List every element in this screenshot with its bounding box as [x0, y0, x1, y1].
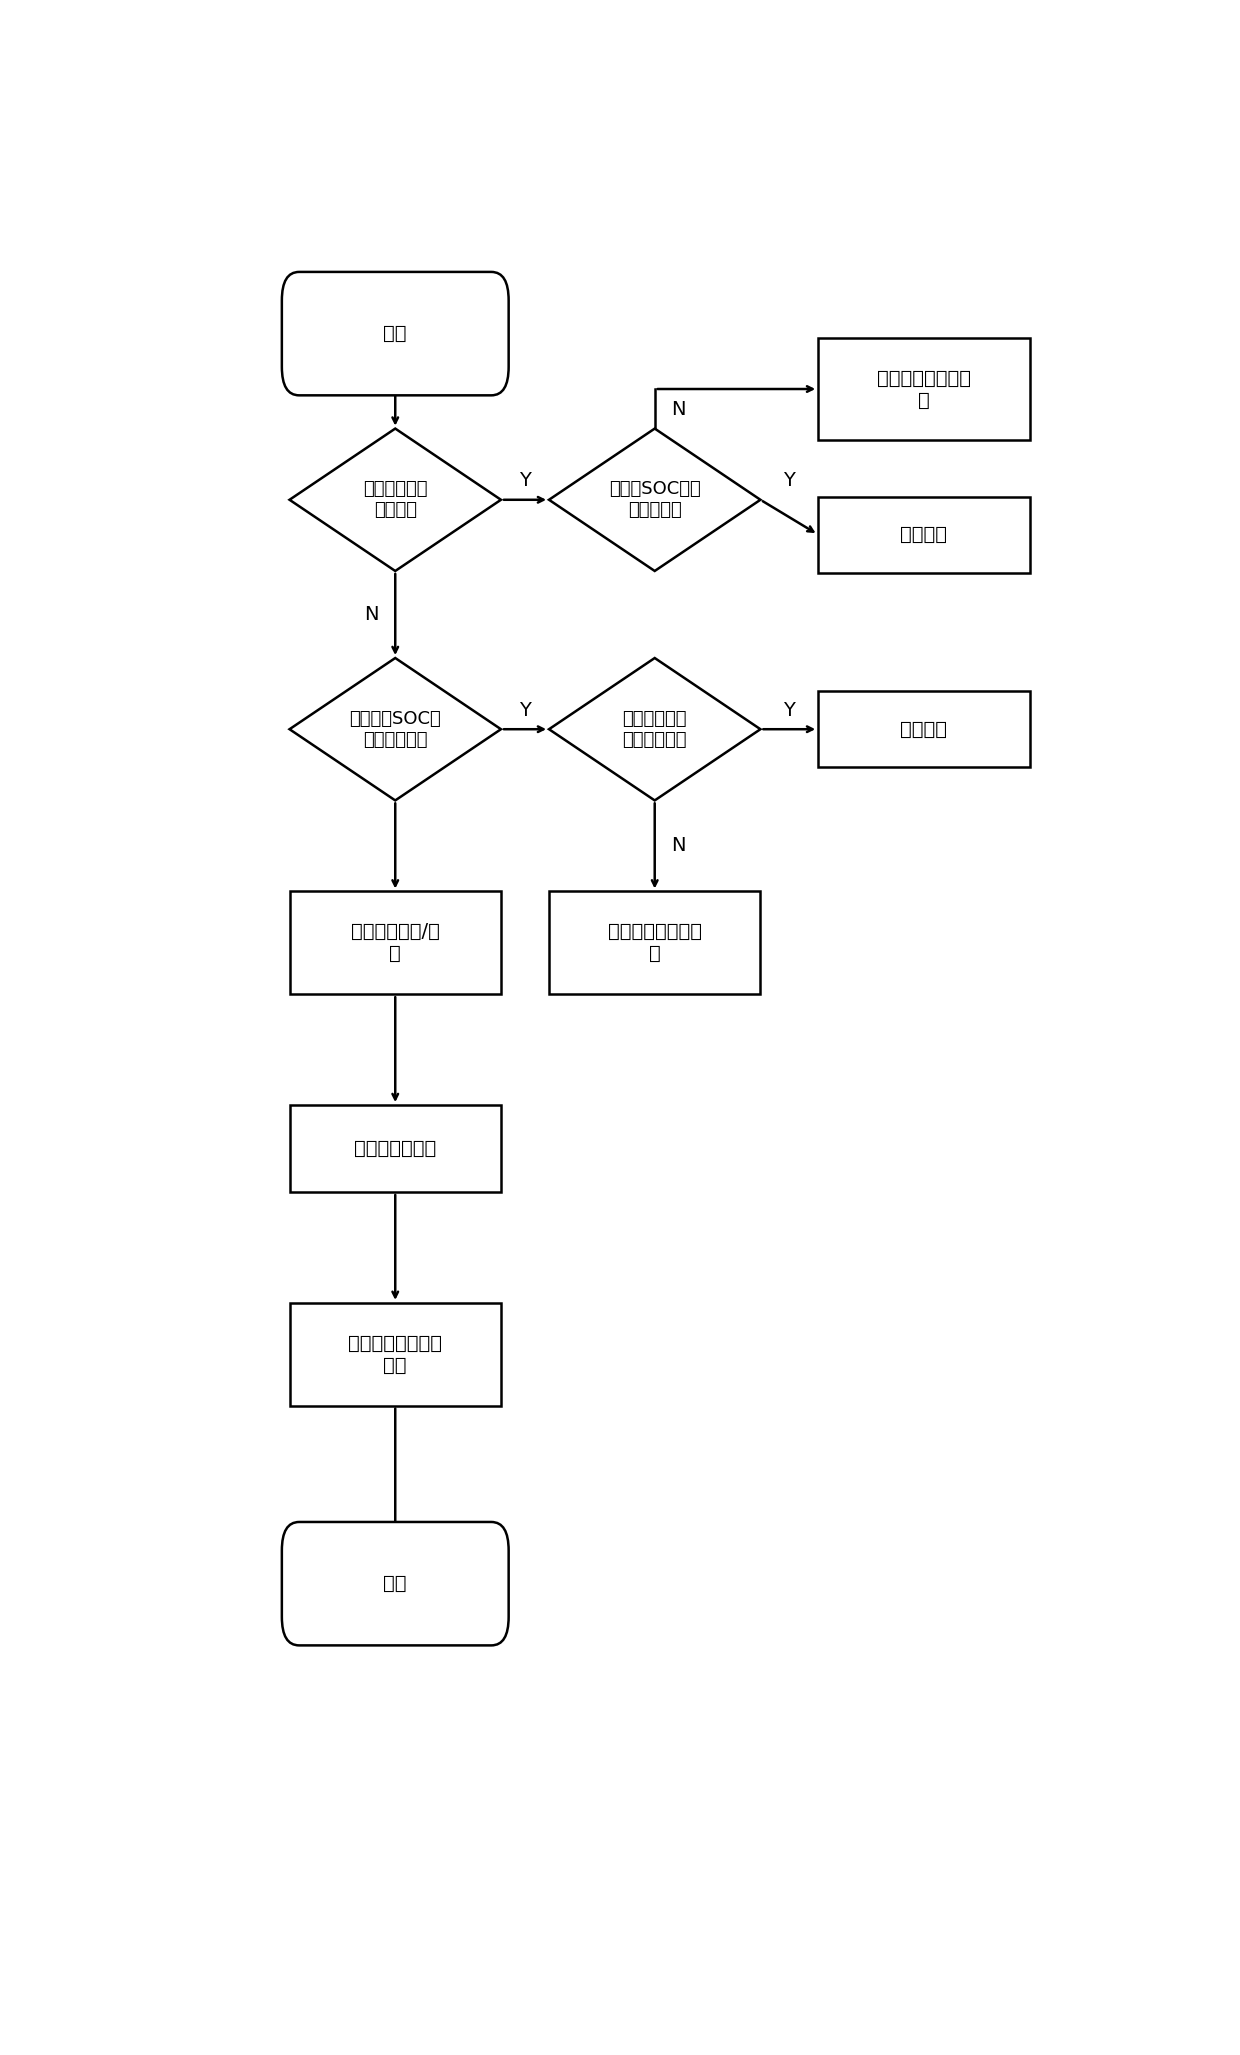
- Text: 锂电池SOC是否
超出预设值: 锂电池SOC是否 超出预设值: [609, 481, 701, 520]
- Bar: [818, 337, 1029, 440]
- Polygon shape: [290, 429, 501, 571]
- FancyBboxPatch shape: [281, 1523, 508, 1646]
- Text: 锂电池承担调频任
务: 锂电池承担调频任 务: [608, 923, 702, 964]
- Text: N: N: [672, 401, 686, 419]
- Polygon shape: [549, 429, 760, 571]
- Bar: [818, 690, 1029, 767]
- Text: 锂电池承担调频任
务: 锂电池承担调频任 务: [877, 368, 971, 409]
- Text: Y: Y: [784, 471, 795, 491]
- Bar: [290, 892, 501, 995]
- Text: 超级电容平滑出力
波动: 超级电容平滑出力 波动: [348, 1334, 443, 1375]
- Text: N: N: [365, 604, 378, 625]
- Text: 超级电容SOC是
否超出预设值: 超级电容SOC是 否超出预设值: [350, 709, 441, 748]
- Text: 超级电容放电/充
电: 超级电容放电/充 电: [351, 923, 440, 964]
- Bar: [549, 892, 760, 995]
- Bar: [290, 1106, 501, 1192]
- Text: 锂电池配合出力: 锂电池配合出力: [355, 1138, 436, 1159]
- Text: 锂离子电池是
否超出预设值: 锂离子电池是 否超出预设值: [622, 709, 687, 748]
- Text: 放弃指令: 放弃指令: [900, 526, 947, 545]
- Bar: [818, 497, 1029, 573]
- Text: 放弃指令: 放弃指令: [900, 719, 947, 738]
- Bar: [290, 1303, 501, 1406]
- Text: N: N: [672, 836, 686, 855]
- FancyBboxPatch shape: [281, 271, 508, 395]
- Text: 调频功率大于
超级电容: 调频功率大于 超级电容: [363, 481, 428, 520]
- Polygon shape: [549, 658, 760, 801]
- Text: Y: Y: [520, 471, 531, 491]
- Text: Y: Y: [784, 701, 795, 719]
- Text: Y: Y: [520, 701, 531, 719]
- Text: 开始: 开始: [383, 325, 407, 343]
- Text: 结束: 结束: [383, 1574, 407, 1593]
- Polygon shape: [290, 658, 501, 801]
